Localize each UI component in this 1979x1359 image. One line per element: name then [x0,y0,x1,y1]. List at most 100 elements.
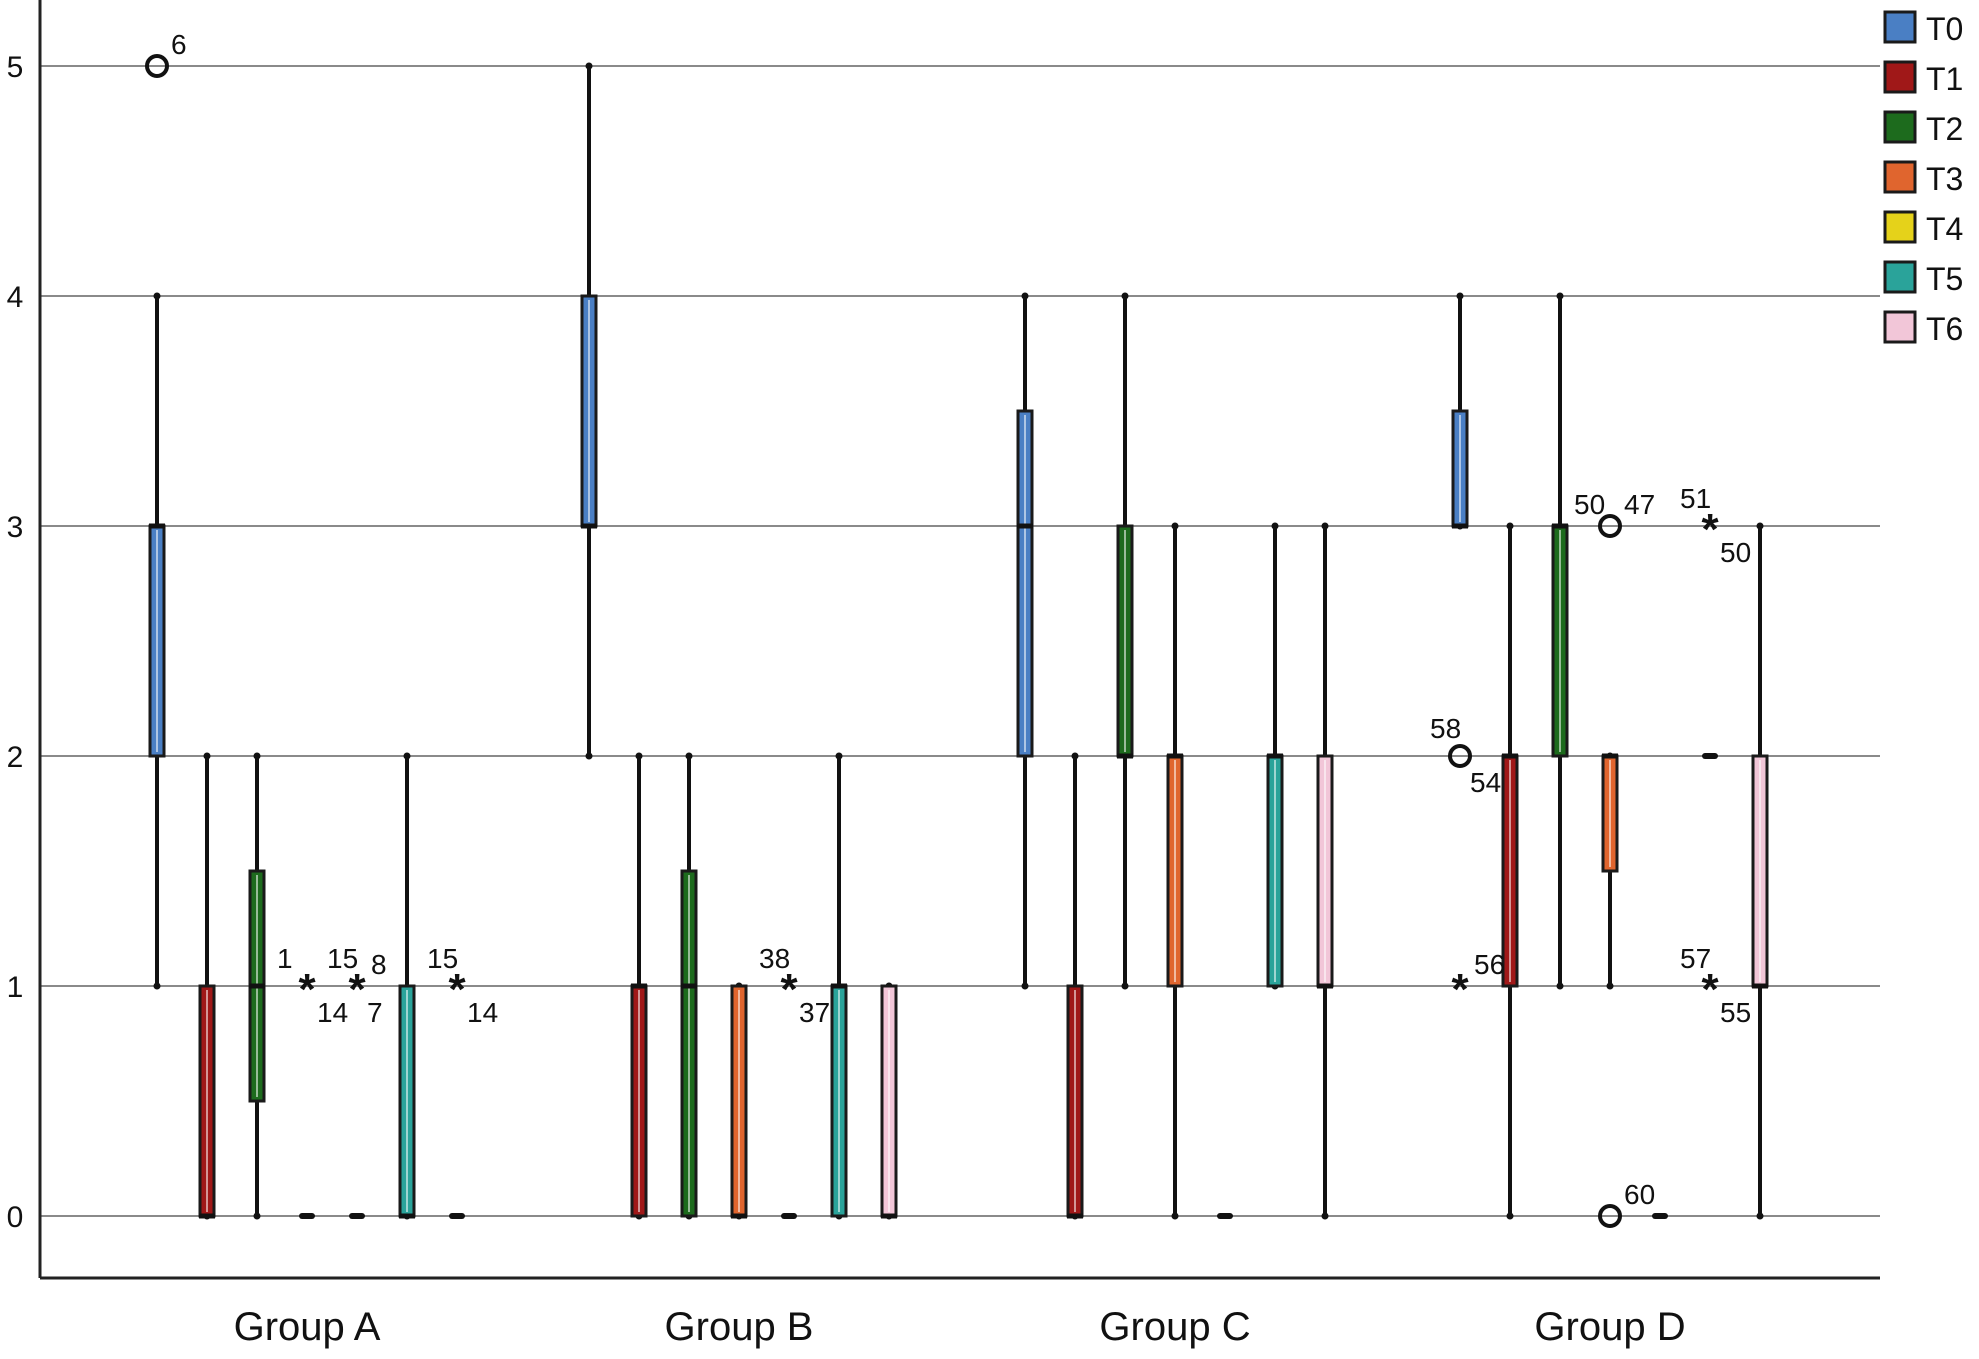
legend-label: T5 [1926,261,1963,297]
outlier-label: 6 [171,29,187,60]
whisker-cap-bottom [1606,982,1614,990]
whisker-cap-top [1021,292,1029,300]
box-T3-group-2 [1166,522,1184,1220]
whisker-cap-top [1756,522,1764,530]
box-T4-group-3 [1652,1213,1668,1219]
y-tick-label-3: 3 [7,511,24,544]
legend-label: T4 [1926,211,1963,247]
whisker-cap-top [585,62,593,70]
box-T4-group-1 [781,1213,797,1219]
whisker-cap-top [835,752,843,760]
whisker-cap-top [1171,522,1179,530]
outlier-label-top: 38 [759,943,790,974]
legend-item-T6: T6 [1883,310,1963,347]
whisker-cap-bottom [1506,1212,1514,1220]
whisker-cap-bottom [1121,982,1129,990]
box-T5-group-1 [830,752,848,1220]
x-tick-label-group-0: Group A [234,1305,381,1349]
legend: T0 T1 T2 T3 T4 T5 T6 [1883,10,1963,347]
collapsed-box [781,1213,797,1219]
outlier-0: 6 [145,29,187,78]
outlier-9: 47 [1598,489,1655,538]
outlier-label-bottom: 14 [467,997,498,1028]
whisker-cap-bottom [253,1212,261,1220]
legend-item-T5: T5 [1883,260,1963,297]
x-tick-label-group-2: Group C [1099,1305,1250,1349]
whisker-cap-top [685,752,693,760]
box-T2-group-3 [1551,292,1569,990]
outlier-label-top: 15 [427,943,458,974]
outlier-star: * [1451,965,1469,1014]
outlier-label: 8 [371,949,387,980]
box-T2-group-2 [1116,292,1134,990]
legend-label: T1 [1926,61,1963,97]
whisker-cap-top [203,752,211,760]
collapsed-box [349,1213,365,1219]
box-T5-group-3 [1702,753,1718,759]
whisker-cap-top [1321,522,1329,530]
outlier-label-bottom: 14 [317,997,348,1028]
legend-swatch [1883,260,1917,294]
x-tick-label-group-3: Group D [1534,1305,1685,1349]
outlier-circle [145,54,169,78]
legend-label: T2 [1926,111,1963,147]
y-tick-label-4: 4 [7,281,24,314]
outlier-12: *57 55 [1680,943,1751,1028]
outlier-circle [1448,744,1472,768]
whisker-cap-top [1121,292,1129,300]
legend-swatch [1883,110,1917,144]
legend-item-T2: T2 [1883,110,1963,147]
box-T5-group-0 [398,752,416,1220]
whisker-cap-bottom [585,752,593,760]
legend-swatch [1883,60,1917,94]
whisker-cap-top [635,752,643,760]
box-T2-group-1 [680,752,698,1220]
legend-item-T1: T1 [1883,60,1963,97]
legend-swatch [1883,210,1917,244]
whisker-cap-top [1271,522,1279,530]
outlier-label-bottom: 54 [1470,767,1501,798]
box-T4-group-2 [1217,1213,1233,1219]
box-T0-group-3 [1451,292,1469,530]
whisker-cap-bottom [1021,982,1029,990]
collapsed-box [1702,753,1718,759]
whisker-cap-bottom [1556,982,1564,990]
axis-layer: 0 1 2 3 4 5 Group A Group B Group C Group D [7,0,1880,1349]
whisker-cap-bottom [153,982,161,990]
box-T4-group-0 [349,1213,365,1219]
box-T1-group-2 [1066,752,1084,1220]
outlier-star: * [1701,965,1719,1014]
legend-label: T0 [1926,11,1963,47]
whisker-cap-top [403,752,411,760]
legend-item-T3: T3 [1883,160,1963,197]
box-T6-group-1 [880,982,898,1220]
legend-label: T6 [1926,311,1963,347]
outlier-circle [1598,514,1622,538]
outlier-star: * [348,965,366,1014]
box-T6-group-0 [449,1213,465,1219]
box-T1-group-1 [630,752,648,1220]
whisker-cap-top [1556,292,1564,300]
outlier-label-top: 58 [1430,713,1461,744]
whisker-cap-top [1456,292,1464,300]
outlier-2: *15 7 [327,943,383,1028]
legend-swatch [1883,310,1917,344]
outlier-label: 60 [1624,1179,1655,1210]
outlier-5: *38 37 [759,943,830,1028]
outlier-4: *15 14 [427,943,498,1028]
outlier-label-bottom: 55 [1720,997,1751,1028]
box-T1-group-3 [1501,522,1519,1220]
legend-swatch [1883,10,1917,44]
box-T6-group-2 [1316,522,1334,1220]
outlier-star: * [448,965,466,1014]
outlier-1: *1 14 [277,943,348,1028]
outlier-10: 60 [1598,1179,1655,1228]
whisker-cap-top [253,752,261,760]
legend-item-T4: T4 [1883,210,1963,247]
box-T5-group-2 [1266,522,1284,990]
outlier-circle [1598,1204,1622,1228]
box-T0-group-0 [148,292,166,990]
collapsed-box [299,1213,315,1219]
